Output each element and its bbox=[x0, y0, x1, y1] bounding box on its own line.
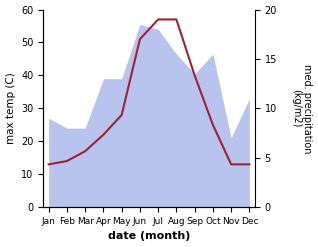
Y-axis label: med. precipitation
(kg/m2): med. precipitation (kg/m2) bbox=[291, 64, 313, 153]
Y-axis label: max temp (C): max temp (C) bbox=[5, 72, 16, 144]
X-axis label: date (month): date (month) bbox=[108, 231, 190, 242]
